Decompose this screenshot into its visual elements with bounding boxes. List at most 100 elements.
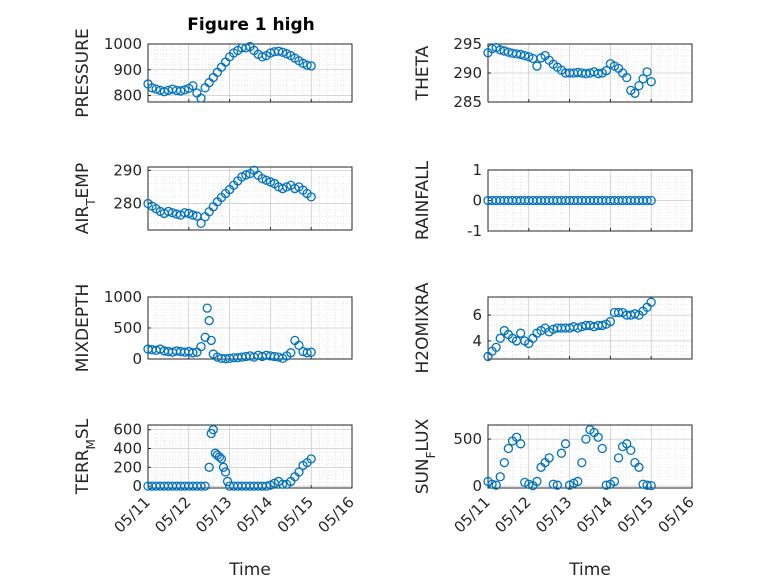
ax-pressure-data-point: [257, 52, 267, 62]
ax-air-temp-data-point: [180, 208, 190, 218]
ax-terr-msl-ytick-label: 600: [113, 421, 142, 439]
ax-terr-msl-data-point: [214, 452, 225, 462]
ax-pressure-ytick-label: 1000: [104, 35, 142, 53]
ax-mixdepth-data-point: [206, 335, 216, 346]
ax-sun-flux-data-point: [609, 476, 620, 487]
ax-mixdepth-ytick-label: 1000: [104, 288, 142, 306]
ax-pressure-data-point: [196, 93, 206, 103]
ax-h2omixra-data-point: [491, 342, 501, 353]
ax-h2omixra: 4 6 H2OMIXRA: [413, 282, 693, 374]
ax-mixdepth-ytick-label: 500: [113, 319, 142, 337]
ax-h2omixra-frame: [487, 296, 693, 360]
ax-theta-ytick-label: 285: [453, 93, 482, 111]
ax-air-temp-data-point: [277, 183, 288, 194]
ax-sun-flux-data-point: [511, 432, 522, 442]
ax-theta-data-point: [515, 49, 526, 60]
ax-terr-msl-xlabel: Time: [228, 560, 271, 580]
ax-terr-msl-data-point: [277, 479, 288, 489]
ax-rainfall: -1 0 1 RAINFALL: [413, 160, 693, 240]
ax-pressure-data-point: [159, 87, 169, 97]
ax-sun-flux-data-point: [613, 453, 624, 463]
ax-theta-ytick-label: 295: [453, 35, 482, 53]
ax-theta-data-point: [642, 67, 652, 77]
ax-air-temp-data-point: [196, 218, 206, 229]
ax-terr-msl-data-point: [294, 467, 304, 477]
ax-rainfall-ytick-label: 1: [472, 161, 482, 179]
ax-pressure: 800 900 1000 PRESSURE: [73, 28, 353, 118]
ax-sun-flux-data-point: [503, 443, 514, 454]
ax-sun-flux-data-point: [560, 439, 571, 449]
ax-air-temp: 280 290 AIRTEMP: [73, 161, 353, 234]
ax-sun-flux-data-point: [634, 462, 644, 472]
ax-sun-flux-data-point: [593, 432, 603, 442]
ax-terr-msl-data-point: [261, 481, 271, 491]
ax-mixdepth-data-point: [196, 341, 206, 352]
ax-theta-data-point: [646, 77, 656, 87]
ax-pressure-data-point: [241, 43, 251, 53]
ax-air-temp-data-point: [241, 170, 251, 180]
ax-sun-flux-data-point: [552, 480, 563, 490]
ax-sun-flux-data-point: [577, 457, 587, 468]
ax-mixdepth-data-point: [302, 348, 312, 358]
ax-terr-msl-data-point: [222, 476, 233, 487]
figure-title: Figure 1 high: [187, 15, 315, 35]
ax-terr-msl-ytick-label: 0: [132, 477, 142, 495]
ax-theta: 285 290 295 THETA: [413, 35, 693, 111]
ax-sun-flux-data-point: [597, 443, 607, 454]
ax-air-temp-ytick-label: 290: [113, 161, 142, 179]
ax-sun-flux-data-point: [499, 457, 509, 468]
ax-h2omixra-data-point: [515, 328, 526, 338]
ax-theta-data-point: [630, 88, 640, 98]
ax-air-temp-data-point: [306, 192, 316, 202]
ax-terr-msl-ytick-label: 200: [113, 458, 142, 476]
ax-h2omixra-data-point: [613, 307, 624, 318]
ax-mixdepth-data-point: [188, 348, 198, 358]
ax-pressure-data-point: [180, 85, 190, 95]
ax-rainfall-ytick-label: -1: [467, 222, 482, 240]
ax-mixdepth-data-point: [286, 348, 296, 358]
ax-h2omixra-data-point: [605, 316, 616, 327]
ax-pressure-ytick-label: 800: [113, 87, 142, 105]
ax-pressure-ytick-label: 900: [113, 61, 142, 79]
ax-sun-flux-data-point: [556, 448, 567, 458]
ax-sun-flux-data-point: [524, 479, 534, 489]
ax-theta-data-point: [520, 50, 530, 61]
ax-theta-data-point: [634, 81, 644, 91]
ax-sun-flux-data-point: [601, 480, 611, 490]
ax-mixdepth-ylabel: MIXDEPTH: [73, 284, 93, 373]
ax-theta-data-point: [524, 52, 534, 62]
ax-pressure-ylabel: PRESSURE: [73, 28, 93, 117]
ax-sun-flux-xlabel: Time: [568, 560, 611, 580]
ax-sun-flux-data-point: [515, 439, 526, 449]
ax-pressure-data-point: [302, 60, 312, 70]
ax-h2omixra-ytick-label: 4: [472, 332, 482, 350]
ax-theta-frame: [487, 43, 693, 103]
ax-air-temp-data-point: [163, 206, 174, 217]
ax-terr-msl-data-point: [216, 454, 227, 464]
ax-sun-flux-background: [487, 424, 693, 489]
ax-terr-msl-data-point: [208, 425, 218, 435]
ax-theta-data-point: [622, 72, 632, 83]
ax-sun-flux-data-point: [532, 476, 542, 487]
ax-air-temp-data-point: [261, 175, 271, 185]
ax-theta-data-point: [495, 45, 505, 55]
ax-theta-data-point: [601, 66, 611, 76]
ax-h2omixra-ytick-label: 6: [472, 306, 482, 324]
ax-h2omixra-data-point: [495, 333, 505, 343]
ax-theta-data-point: [638, 74, 648, 84]
ax-terr-msl-ylabel: TERRMSL: [73, 418, 98, 495]
ax-air-temp-data-point: [188, 210, 198, 220]
ax-air-temp-ytick-label: 280: [113, 194, 142, 212]
ax-rainfall-data-point: [646, 195, 656, 206]
ax-sun-flux-data-point: [622, 439, 632, 449]
ax-sun-flux-data-point: [495, 472, 505, 482]
ax-sun-flux-data-point: [491, 480, 501, 490]
ax-air-temp-frame: [147, 166, 353, 231]
ax-theta-data-point: [593, 68, 603, 79]
ax-mixdepth-data-point: [306, 347, 316, 357]
ax-sun-flux-ylabel: SUNFLUX: [413, 418, 438, 494]
ax-sun-flux-data-point: [626, 445, 636, 456]
ax-terr-msl-data-point: [306, 454, 316, 464]
ax-pressure-frame: [147, 43, 353, 103]
